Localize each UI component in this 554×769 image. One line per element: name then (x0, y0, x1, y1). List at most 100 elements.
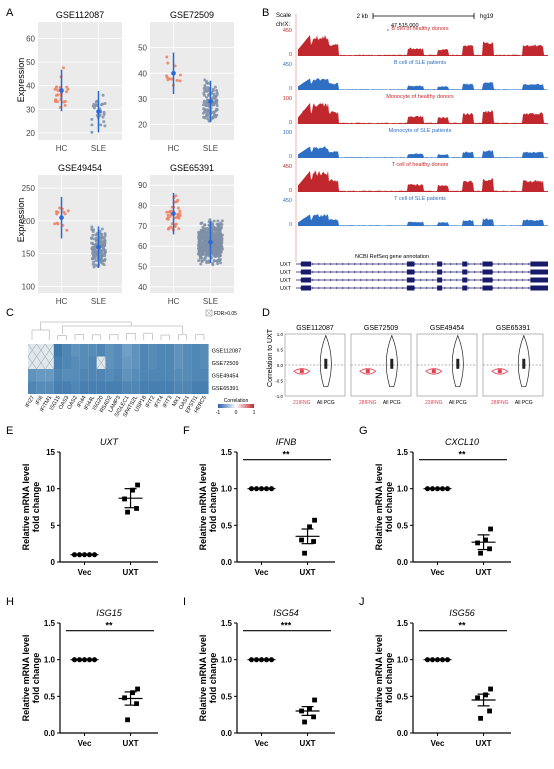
heatmap-cell (36, 369, 46, 382)
all-pcg-box (324, 358, 328, 369)
y-tick-label: 1.5 (397, 619, 409, 628)
panel-a-ylabel-bottom: Expression (16, 198, 26, 243)
corr-legend-tick: 1 (253, 410, 256, 416)
data-point (165, 217, 169, 221)
violin-plot-gse49454: GSE49454 23IFNG All PCG (416, 325, 478, 406)
strand-arrow (395, 262, 399, 266)
data-point (207, 260, 211, 264)
y-tick-label: 0.0 (277, 363, 284, 368)
data-point (220, 219, 224, 223)
strand-arrow (353, 262, 357, 266)
data-point (166, 78, 170, 82)
y-tick-label: -0.5 (275, 379, 283, 384)
track-max-label: 450 (283, 198, 292, 204)
y-axis-label: fold change (384, 482, 394, 533)
data-point (199, 248, 203, 252)
data-point (215, 92, 219, 96)
exon-block (462, 261, 468, 267)
data-point (103, 234, 107, 238)
strand-arrow (347, 262, 351, 266)
strand-arrow (491, 278, 495, 282)
data-point (199, 228, 203, 232)
data-point (197, 259, 201, 263)
strand-arrow (389, 262, 393, 266)
data-point (212, 96, 216, 100)
heatmap-cell (139, 356, 149, 369)
heatmap-row-label: GSE65391 (212, 386, 239, 392)
heatmap-cell (148, 344, 157, 357)
panel-d-violin-plots: Correlation to UXT GSE112087 21IFNG All PC… (267, 325, 544, 406)
y-axis-label: fold change (31, 482, 41, 533)
y-tick-label: 1.5 (44, 619, 56, 628)
data-point (95, 104, 99, 108)
dotplot-isg56: J ISG56 0.0 0.5 1.0 1.5 Vec UXT Relative mRNA le… (359, 596, 511, 748)
heatmap-cell (45, 381, 54, 394)
coverage-area (298, 35, 548, 56)
strand-arrow (455, 278, 459, 282)
corr-legend-bar (218, 404, 254, 408)
strand-arrow (371, 262, 375, 266)
track-zero-label: 0 (289, 86, 292, 92)
strand-arrow (329, 262, 333, 266)
fdr-cross (44, 356, 55, 370)
plot-background (150, 22, 234, 140)
strand-arrow (413, 286, 417, 290)
exon-block (406, 269, 415, 275)
data-point (56, 89, 60, 93)
panel-letter-i: I (183, 596, 186, 608)
gene-title: ISG56 (449, 608, 475, 618)
data-point (217, 223, 221, 227)
data-point (91, 256, 95, 260)
data-point (91, 104, 95, 108)
chr-label: chrX: (276, 22, 290, 28)
strand-arrow (509, 270, 513, 274)
data-point (62, 100, 66, 104)
strand-arrow (509, 286, 513, 290)
data-point (62, 210, 66, 214)
strand-arrow (401, 286, 405, 290)
data-point (212, 249, 216, 253)
data-point (55, 221, 59, 225)
data-point (91, 251, 95, 255)
fdr-cross (27, 343, 37, 357)
exon-block (406, 277, 415, 283)
y-tick-label: 50 (138, 44, 147, 53)
x-tick-label: Vec (78, 739, 92, 748)
data-point (198, 235, 202, 239)
heatmap-cell (131, 356, 140, 369)
y-tick-label: 1.0 (44, 656, 56, 665)
data-point (175, 78, 179, 82)
uxt-point (122, 695, 127, 701)
strand-arrow (473, 270, 477, 274)
exon-block (437, 277, 443, 283)
data-point (212, 234, 216, 238)
uxt-point (311, 714, 316, 720)
strand-arrow (353, 278, 357, 282)
strand-arrow (383, 270, 387, 274)
strand-arrow (323, 262, 327, 266)
data-point (90, 247, 94, 251)
y-tick-label: 60 (138, 242, 147, 251)
y-tick-label: 20 (138, 121, 147, 130)
data-point (101, 93, 105, 97)
data-point (53, 222, 57, 226)
uxt-point (135, 482, 140, 488)
corr-legend-tick: -1 (216, 410, 221, 416)
heatmap-cell (131, 344, 140, 357)
data-point (200, 242, 204, 246)
mean-point (208, 99, 213, 104)
x-tick-label: Vec (255, 568, 269, 577)
heatmap-cell (165, 381, 175, 394)
strand-arrow (335, 278, 339, 282)
ifng-box (431, 369, 436, 374)
track-zero-label: 0 (289, 188, 292, 194)
heatmap-cell (182, 381, 192, 394)
strand-arrow (431, 262, 435, 266)
heatmap-cell (131, 381, 140, 394)
ifng-box (365, 369, 370, 374)
y-tick-label: 1.5 (221, 619, 233, 628)
data-point (213, 85, 217, 89)
data-point (103, 254, 107, 258)
all-pcg-box (456, 358, 460, 369)
data-point (91, 242, 95, 246)
